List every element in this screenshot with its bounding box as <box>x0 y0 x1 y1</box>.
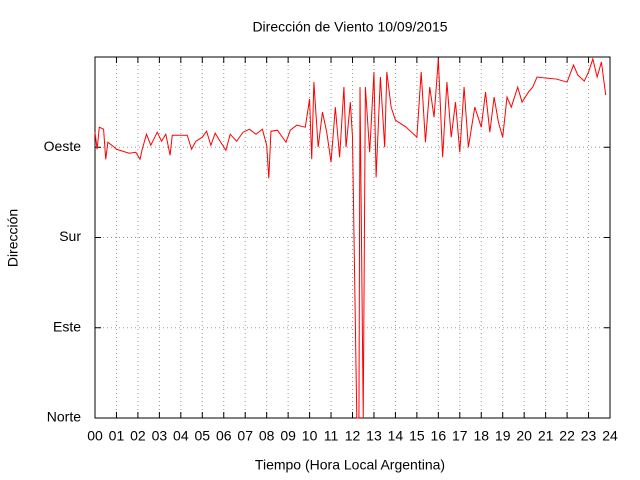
y-tick-label: Sur <box>59 228 81 244</box>
x-tick-label: 18 <box>473 428 489 444</box>
x-tick-label: 16 <box>431 428 447 444</box>
x-tick-label: 04 <box>173 428 189 444</box>
x-tick-label: 02 <box>130 428 146 444</box>
chart-title: Dirección de Viento 10/09/2015 <box>252 19 447 35</box>
x-tick-label: 19 <box>495 428 511 444</box>
line-series <box>94 57 607 419</box>
y-tick-label: Este <box>53 318 81 334</box>
x-tick-label: 15 <box>409 428 425 444</box>
x-tick-label: 10 <box>302 428 318 444</box>
x-tick-label: 24 <box>602 428 618 444</box>
x-tick-label: 06 <box>216 428 232 444</box>
x-tick-label: 11 <box>324 428 339 444</box>
x-tick-label: 01 <box>109 428 125 444</box>
x-tick-label: 08 <box>259 428 275 444</box>
x-tick-label: 09 <box>280 428 296 444</box>
plot-border <box>94 56 611 419</box>
x-tick-label: 07 <box>237 428 253 444</box>
x-tick-label: 22 <box>559 428 575 444</box>
x-tick-label: 12 <box>345 428 361 444</box>
x-tick-label: 00 <box>87 428 103 444</box>
y-axis-label: Dirección <box>5 209 21 267</box>
y-tick-label: Norte <box>47 409 81 425</box>
x-tick-label: 05 <box>195 428 211 444</box>
x-tick-label: 13 <box>366 428 382 444</box>
x-tick-label: 23 <box>581 428 597 444</box>
x-tick-label: 03 <box>152 428 168 444</box>
x-tick-label: 17 <box>452 428 468 444</box>
x-tick-label: 14 <box>388 428 404 444</box>
x-tick-label: 20 <box>516 428 532 444</box>
y-tick-label: Oeste <box>44 138 82 154</box>
x-tick-label: 21 <box>538 428 554 444</box>
x-axis-label: Tiempo (Hora Local Argentina) <box>255 457 445 473</box>
